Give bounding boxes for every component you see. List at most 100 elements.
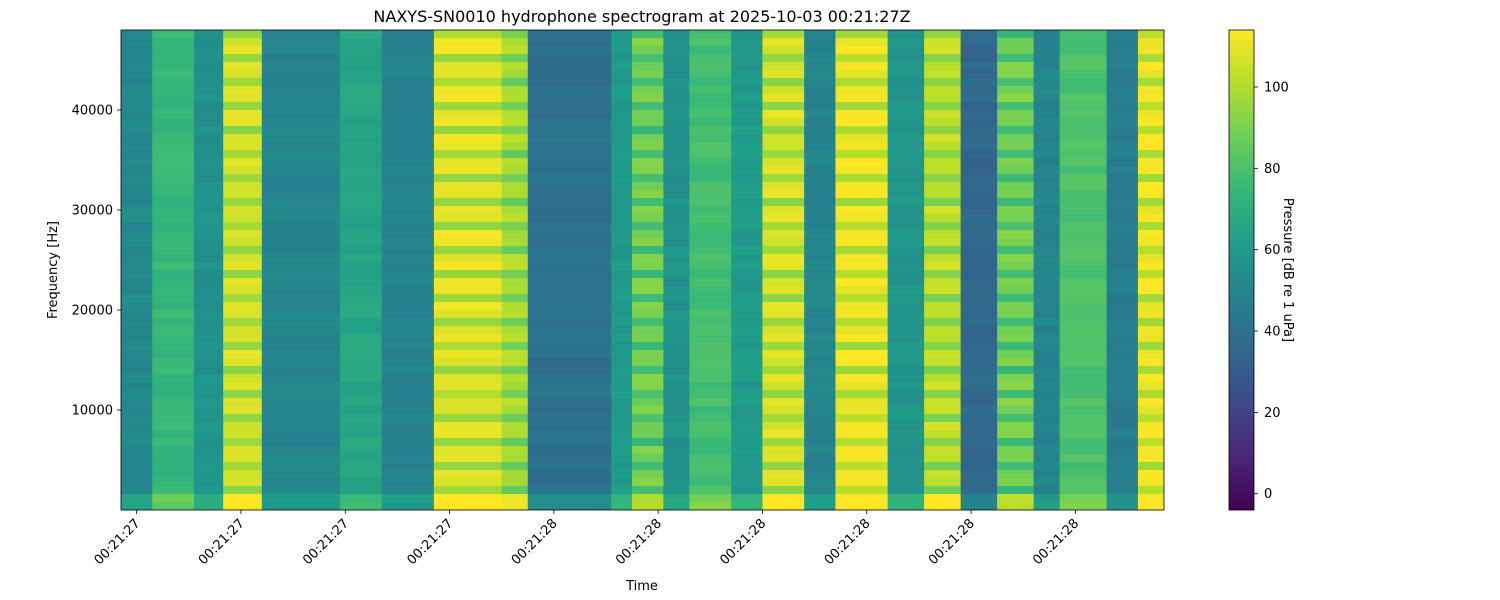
spectrogram-cell	[340, 278, 383, 287]
spectrogram-cell	[731, 206, 764, 215]
spectrogram-cell	[340, 438, 383, 447]
spectrogram-cell	[1137, 310, 1164, 319]
spectrogram-cell	[194, 246, 224, 255]
spectrogram-cell	[924, 486, 962, 495]
spectrogram-cell	[997, 94, 1035, 103]
spectrogram-cell	[804, 366, 837, 375]
spectrogram-cell	[1106, 374, 1139, 383]
spectrogram-cell	[194, 86, 224, 95]
spectrogram-cell	[804, 358, 837, 367]
spectrogram-cell	[632, 214, 664, 223]
spectrogram-cell	[1033, 70, 1061, 79]
spectrogram-cell	[611, 390, 633, 399]
spectrogram-cell	[611, 278, 633, 287]
spectrogram-cell	[997, 406, 1035, 415]
spectrogram-cell	[960, 390, 998, 399]
spectrogram-cell	[340, 118, 383, 127]
spectrogram-cell	[887, 446, 925, 455]
spectrogram-cell	[1137, 166, 1164, 175]
spectrogram-cell	[1137, 462, 1164, 471]
spectrogram-cell	[1059, 478, 1108, 487]
spectrogram-cell	[731, 414, 764, 423]
spectrogram-cell	[663, 342, 691, 351]
spectrogram-cell	[1106, 54, 1139, 63]
spectrogram-cell	[340, 334, 383, 343]
spectrogram-cell	[433, 502, 503, 510]
spectrogram-cell	[194, 62, 224, 71]
spectrogram-cell	[762, 462, 805, 471]
spectrogram-cell	[261, 414, 341, 423]
spectrogram-cell	[804, 214, 837, 223]
spectrogram-cell	[611, 166, 633, 175]
spectrogram-cell	[632, 430, 664, 439]
spectrogram-cell	[381, 462, 435, 471]
spectrogram-cell	[924, 262, 962, 271]
spectrogram-cell	[1033, 206, 1061, 215]
plot-frame	[120, 29, 1165, 511]
spectrogram-cell	[340, 30, 383, 39]
spectrogram-cell	[611, 190, 633, 199]
spectrogram-cell	[121, 270, 153, 279]
spectrogram-cell	[1033, 190, 1061, 199]
spectrogram-cell	[501, 222, 529, 231]
spectrogram-cell	[152, 134, 195, 143]
spectrogram-cell	[527, 54, 612, 63]
spectrogram-cell	[381, 294, 435, 303]
spectrogram-cell	[887, 462, 925, 471]
spectrogram-cell	[261, 174, 341, 183]
spectrogram-cell	[501, 430, 529, 439]
spectrogram-cell	[194, 38, 224, 47]
spectrogram-cell	[731, 214, 764, 223]
spectrogram-cell	[121, 470, 153, 479]
spectrogram-cell	[689, 246, 732, 255]
spectrogram-cell	[997, 470, 1035, 479]
spectrogram-cell	[381, 142, 435, 151]
spectrogram-cell	[340, 398, 383, 407]
spectrogram-cell	[762, 182, 805, 191]
spectrogram-cell	[501, 382, 529, 391]
spectrogram-cell	[887, 334, 925, 343]
spectrogram-cell	[924, 278, 962, 287]
spectrogram-cell	[152, 246, 195, 255]
spectrogram-cell	[762, 430, 805, 439]
spectrogram-cell	[804, 278, 837, 287]
spectrogram-cell	[663, 446, 691, 455]
spectrogram-cell	[121, 134, 153, 143]
spectrogram-cell	[1106, 150, 1139, 159]
spectrogram-cell	[887, 174, 925, 183]
spectrogram-cell	[731, 502, 764, 510]
spectrogram-cell	[1059, 382, 1108, 391]
spectrogram-cell	[1137, 438, 1164, 447]
spectrogram-cell	[731, 150, 764, 159]
spectrogram-cell	[1033, 230, 1061, 239]
spectrogram-cell	[433, 414, 503, 423]
spectrogram-cell	[1106, 486, 1139, 495]
spectrogram-cell	[1106, 342, 1139, 351]
spectrogram-cell	[527, 382, 612, 391]
spectrogram-cell	[997, 358, 1035, 367]
spectrogram-cell	[611, 182, 633, 191]
spectrogram-cell	[611, 142, 633, 151]
spectrogram-cell	[731, 430, 764, 439]
spectrogram-cell	[223, 46, 263, 55]
spectrogram-cell	[835, 422, 889, 431]
spectrogram-cell	[340, 462, 383, 471]
spectrogram-cell	[804, 414, 837, 423]
spectrogram-cell	[731, 62, 764, 71]
spectrogram-cell	[804, 198, 837, 207]
spectrogram-cell	[152, 86, 195, 95]
spectrogram-cell	[997, 462, 1035, 471]
spectrogram-cell	[223, 230, 263, 239]
spectrogram-cell	[924, 150, 962, 159]
spectrogram-cell	[924, 462, 962, 471]
spectrogram-cell	[762, 398, 805, 407]
spectrogram-cell	[997, 182, 1035, 191]
spectrogram-cell	[261, 270, 341, 279]
spectrogram-cell	[663, 182, 691, 191]
spectrogram-cell	[261, 150, 341, 159]
spectrogram-cell	[261, 406, 341, 415]
spectrogram-cell	[887, 454, 925, 463]
spectrogram-cell	[611, 430, 633, 439]
x-tick-label: 00:21:27	[300, 516, 352, 568]
spectrogram-cell	[689, 406, 732, 415]
